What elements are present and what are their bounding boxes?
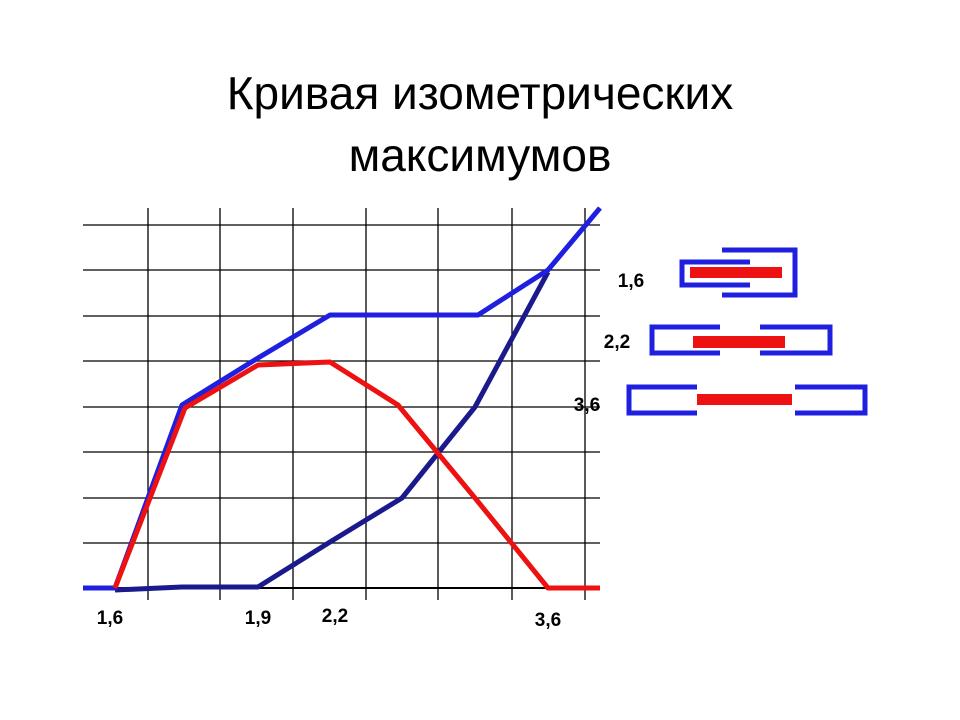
bar-label: 3,6	[574, 395, 600, 416]
x-label: 1,9	[245, 608, 271, 629]
bar-label: 2,2	[604, 332, 630, 353]
navy-curve	[114, 270, 551, 593]
slide-title: Кривая изометрических максимумов	[226, 67, 734, 181]
x-label: 1,6	[97, 608, 123, 629]
bar-label: 1,6	[618, 271, 644, 292]
x-label: 2,2	[322, 606, 348, 627]
bar-icons	[626, 247, 868, 416]
x-label: 3,6	[535, 610, 561, 631]
red-bars	[690, 267, 792, 405]
blue-curve	[83, 206, 602, 591]
grid	[83, 208, 600, 600]
red-curve	[112, 359, 600, 591]
